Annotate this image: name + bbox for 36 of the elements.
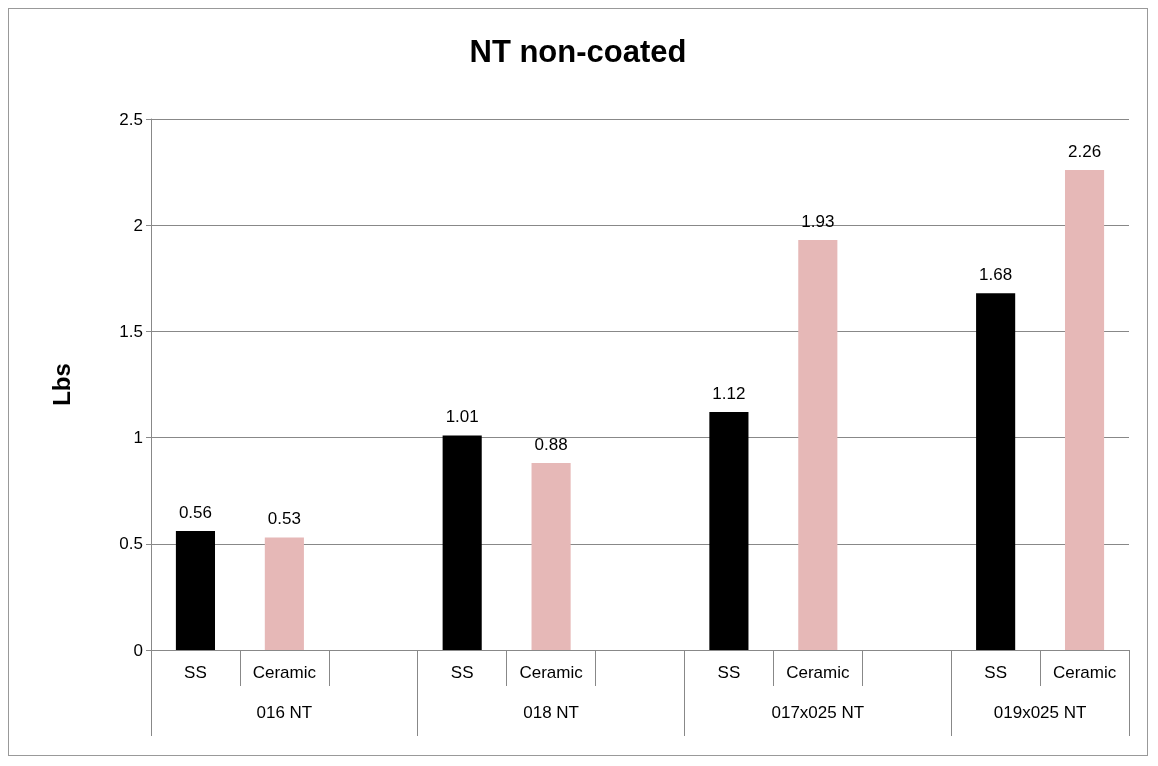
bar bbox=[175, 531, 216, 650]
x-tick-label: Ceramic bbox=[1052, 663, 1117, 682]
bar bbox=[798, 240, 838, 650]
bar bbox=[531, 463, 571, 650]
x-tick-label: SS bbox=[450, 663, 474, 682]
data-label: 0.56 bbox=[178, 503, 212, 523]
chart-title: NT non-coated bbox=[469, 34, 687, 69]
x-tick-label: Ceramic bbox=[519, 663, 584, 682]
x-tick-label: SS bbox=[984, 663, 1007, 682]
bar bbox=[264, 537, 304, 650]
y-tick-label: 1.5 bbox=[119, 321, 143, 341]
y-tick-label: 2.5 bbox=[119, 109, 143, 129]
data-label: 0.88 bbox=[534, 435, 568, 455]
text: 016 NT bbox=[256, 703, 313, 722]
data-label: 1.93 bbox=[801, 212, 835, 232]
y-axis-title: Lbs bbox=[47, 363, 75, 406]
data-label: 2.26 bbox=[1068, 141, 1102, 161]
text: 019x025 NT bbox=[993, 703, 1087, 722]
data-label: 0.53 bbox=[267, 509, 301, 529]
text: 018 NT bbox=[523, 703, 579, 722]
data-label: 1.01 bbox=[445, 407, 479, 427]
bar bbox=[1064, 169, 1105, 650]
x-tick-label: Ceramic bbox=[786, 663, 850, 682]
x-tick-label: Ceramic bbox=[252, 663, 317, 682]
data-label: 1.12 bbox=[712, 384, 746, 404]
y-tick-label: 0.5 bbox=[119, 534, 143, 554]
bar bbox=[709, 412, 749, 650]
y-tick-label: 2 bbox=[133, 215, 143, 235]
bar bbox=[976, 293, 1016, 650]
x-tick-label: SS bbox=[717, 663, 741, 682]
y-tick-label: 0 bbox=[133, 640, 143, 660]
x-tick-label: SS bbox=[184, 663, 207, 682]
bar bbox=[442, 435, 482, 650]
text: 017x025 NT bbox=[771, 703, 865, 722]
y-tick-label: 1 bbox=[133, 428, 143, 448]
data-label: 1.68 bbox=[979, 265, 1013, 285]
